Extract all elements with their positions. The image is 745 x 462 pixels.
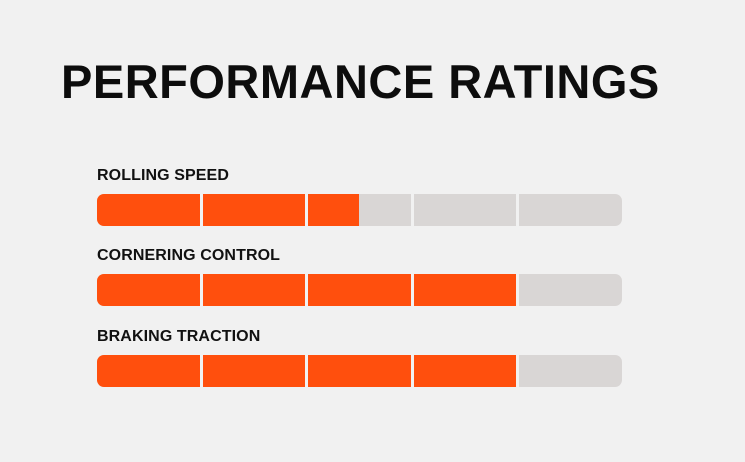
rating-label: BRAKING TRACTION — [97, 328, 261, 345]
rating-segment-fill — [97, 355, 200, 387]
rating-segment — [97, 194, 200, 226]
rating-segment-fill — [202, 274, 306, 306]
rating-segment — [97, 355, 200, 387]
rating-segment-fill — [308, 355, 411, 387]
rating-bar — [97, 194, 622, 226]
rating-segment-fill — [97, 274, 200, 306]
rating-segment-fill — [308, 274, 411, 306]
rating-segment — [413, 194, 517, 226]
rating-segment — [202, 274, 306, 306]
rating-segment — [413, 274, 517, 306]
rating-segment — [308, 194, 411, 226]
rating-segment — [519, 274, 622, 306]
rating-segment — [202, 194, 306, 226]
rating-segment — [519, 194, 622, 226]
rating-segment-fill — [97, 194, 200, 226]
rating-rolling-speed: ROLLING SPEED — [97, 168, 622, 226]
rating-segment-fill — [413, 355, 517, 387]
rating-segment-fill — [202, 355, 306, 387]
rating-segment-fill — [202, 194, 306, 226]
rating-segment — [97, 274, 200, 306]
page-title: PERFORMANCE RATINGS — [61, 55, 660, 108]
rating-segment — [308, 274, 411, 306]
rating-segment-fill — [413, 274, 517, 306]
rating-braking-traction: BRAKING TRACTION — [97, 329, 622, 387]
rating-label: ROLLING SPEED — [97, 167, 229, 184]
rating-segment — [519, 355, 622, 387]
rating-segment-fill — [308, 194, 360, 226]
rating-segment — [308, 355, 411, 387]
rating-bar — [97, 274, 622, 306]
rating-segment — [202, 355, 306, 387]
rating-bar — [97, 355, 622, 387]
rating-segment — [413, 355, 517, 387]
rating-cornering-control: CORNERING CONTROL — [97, 248, 622, 306]
rating-label: CORNERING CONTROL — [97, 247, 281, 264]
